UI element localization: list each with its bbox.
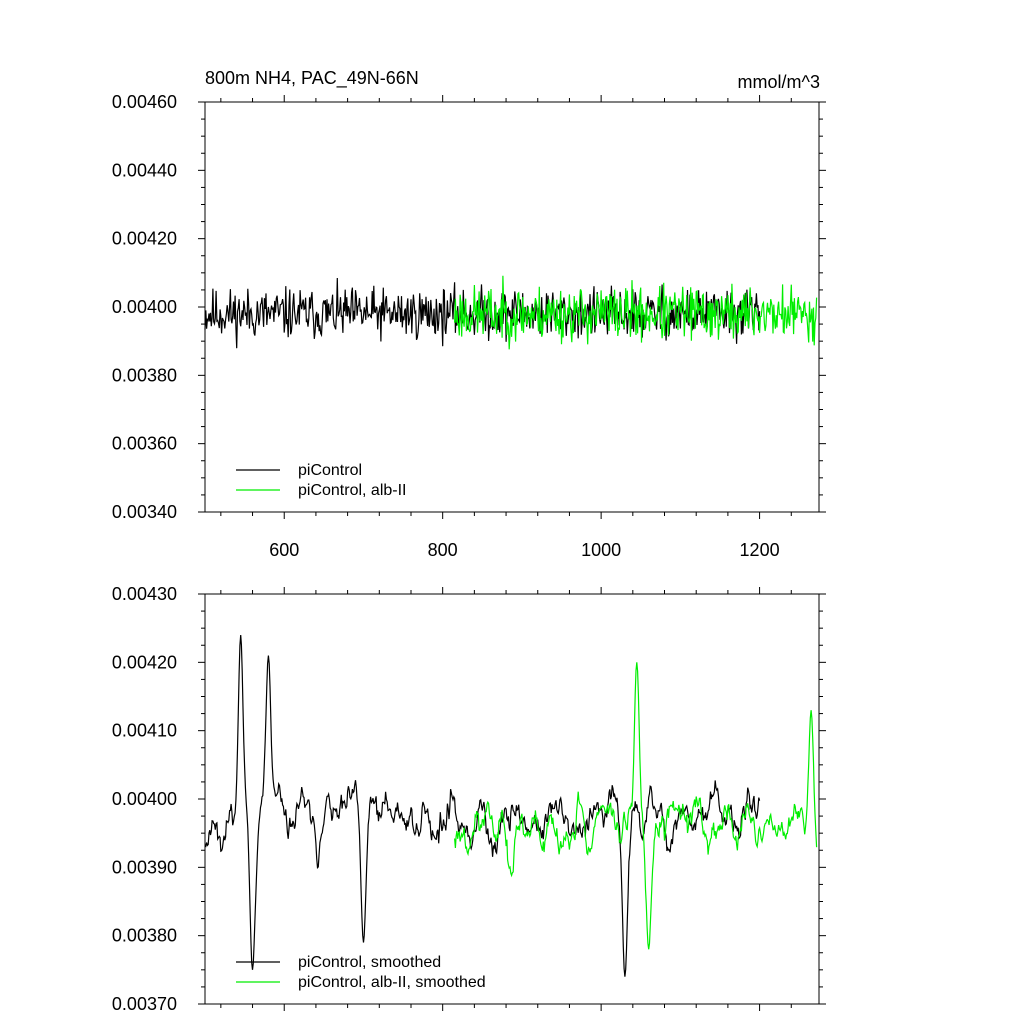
x-tick-label: 600	[269, 540, 299, 560]
bottom-panel: 0.00370 0.00380 0.00390 0.00400 0.00410 0.004…	[112, 584, 826, 1014]
bottom-panel-frame	[204, 593, 820, 1005]
y-tick-label: 0.00390	[112, 857, 177, 877]
series-line-picontrol-alb-ii-smoothed	[454, 662, 818, 950]
y-tick-label: 0.00420	[112, 652, 177, 672]
y-tick-label: 0.00340	[112, 502, 177, 522]
y-tick-label: 0.00380	[112, 365, 177, 385]
bottom-panel-series	[204, 634, 818, 977]
top-panel-series	[204, 275, 818, 350]
series-line-picontrol-alb-ii	[454, 275, 818, 350]
top-panel: 800m NH4, PAC_49N-66N mmol/m^3 0.003400.…	[112, 68, 826, 560]
y-tick-label: 0.00430	[112, 584, 177, 604]
y-tick-label: 0.00360	[112, 434, 177, 454]
legend-label-picontrol-smoothed: piControl, smoothed	[298, 954, 441, 971]
top-panel-ticks: 0.00340 0.00360 0.00380 0.00400 0.00420 0.004…	[112, 92, 826, 560]
y-tick-label: 0.00400	[112, 297, 177, 317]
top-panel-title: 800m NH4, PAC_49N-66N	[205, 68, 419, 89]
bottom-panel-ticks: 0.00370 0.00380 0.00390 0.00400 0.00410 0.004…	[112, 584, 826, 1014]
bottom-panel-legend: piControl, smoothed piControl, alb-II, s…	[236, 954, 486, 991]
legend-label-picontrol-alb-ii-smoothed: piControl, alb-II, smoothed	[298, 974, 486, 991]
y-tick-label: 0.00410	[112, 721, 177, 741]
y-tick-label: 0.00400	[112, 789, 177, 809]
legend-label-picontrol: piControl	[298, 462, 362, 479]
y-tick-label: 0.00460	[112, 92, 177, 112]
y-tick-label: 0.00440	[112, 160, 177, 180]
y-tick-label: 0.00420	[112, 229, 177, 249]
top-panel-units: mmol/m^3	[738, 72, 820, 92]
top-panel-legend: piControl piControl, alb-II	[236, 462, 407, 499]
x-tick-label: 1200	[740, 540, 780, 560]
legend-label-picontrol-alb-ii: piControl, alb-II	[298, 482, 407, 499]
y-tick-label: 0.00380	[112, 926, 177, 946]
x-tick-label: 1000	[581, 540, 621, 560]
series-line-picontrol-smoothed	[204, 634, 761, 977]
y-tick-label: 0.00370	[112, 994, 177, 1014]
x-tick-label: 800	[428, 540, 458, 560]
